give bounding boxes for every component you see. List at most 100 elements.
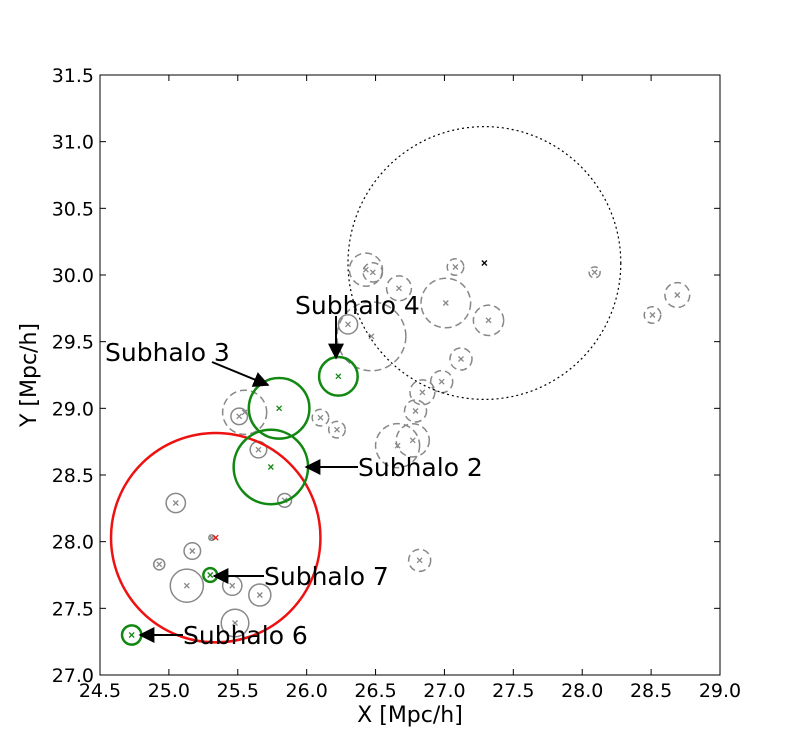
subhalo-dashed-center-marker xyxy=(368,333,375,340)
subhalo-dashed-circle xyxy=(407,548,432,573)
subhalo-dashed-circle xyxy=(420,277,472,329)
subhalo-dashed-circle xyxy=(429,369,454,394)
subhalo-dashed-center-marker xyxy=(369,269,376,276)
subhalo-2-center-marker xyxy=(267,464,274,470)
subhalo-dashed-center-marker xyxy=(438,378,445,385)
subhalo-solid-center-marker xyxy=(255,446,262,453)
subhalo-6-center-marker xyxy=(128,632,135,638)
host-halo-center-marker xyxy=(212,534,219,541)
x-tick-label: 24.5 xyxy=(79,680,121,702)
subhalo-solid-circle xyxy=(220,608,250,638)
y-tick-label: 27.0 xyxy=(52,665,94,687)
subhalo-dashed-center-marker xyxy=(591,269,598,276)
subhalo-7-center-marker xyxy=(207,572,214,578)
y-tick-label: 31.5 xyxy=(52,65,94,87)
y-tick-label: 28.5 xyxy=(52,465,94,487)
y-tick-label: 29.0 xyxy=(52,398,94,420)
subhalo-3-circle xyxy=(247,376,311,440)
subhalo-dashed-center-marker xyxy=(334,426,340,433)
subhalo-solid-center-marker xyxy=(256,592,263,598)
y-axis-label: Y [Mpc/h] xyxy=(17,323,42,428)
plot-frame xyxy=(99,74,721,676)
subhalo-dashed-circle xyxy=(588,266,601,279)
host-halo-circle xyxy=(109,431,322,644)
subhalo-dashed-circle xyxy=(446,257,465,277)
subhalo-4-center-marker xyxy=(335,373,342,380)
subhalo-dashed-circle xyxy=(403,399,428,423)
x-tick-label: 25.5 xyxy=(217,680,259,702)
subhalo-dashed-circle xyxy=(395,423,431,458)
subhalo-7-label: Subhalo 7 xyxy=(264,562,389,591)
subhalo-dashed-center-marker xyxy=(396,285,402,292)
subhalo-dashed-center-marker xyxy=(458,356,464,362)
subhalo-6-label: Subhalo 6 xyxy=(183,621,308,650)
x-tick-label: 25.0 xyxy=(148,680,190,702)
subhalo-dashed-center-marker xyxy=(416,557,423,564)
subhalo-dashed-center-marker xyxy=(412,408,419,414)
subhalo-dashed-circle xyxy=(385,275,413,302)
subhalo-dashed-center-marker xyxy=(419,389,426,396)
x-tick-label: 26.0 xyxy=(286,680,328,702)
subhalo-4-label: Subhalo 4 xyxy=(295,291,420,320)
subhalo-solid-circle xyxy=(230,407,249,426)
subhalo-dashed-center-marker xyxy=(452,264,459,270)
y-tick-label: 29.5 xyxy=(52,332,94,354)
x-tick-label: 28.0 xyxy=(561,680,603,702)
annotations: Subhalo 2 Subhalo 3 Subhalo 4 Subhalo 6 Subh… xyxy=(105,291,483,650)
subhalo-solid-circle xyxy=(248,583,272,607)
subhalo-dashed-circle xyxy=(664,281,691,309)
y-tick-label: 31.0 xyxy=(52,132,94,154)
x-tick-label: 26.5 xyxy=(354,680,396,702)
subhalo-solid-circle xyxy=(208,534,216,542)
subhalo-dashed-circle xyxy=(409,379,436,406)
subhalo-dashed-center-marker xyxy=(485,317,492,324)
subhalo-dashed-circle xyxy=(643,305,662,325)
subhalo-solid-circle xyxy=(183,541,202,561)
y-tick-label: 28.0 xyxy=(52,532,94,554)
subhalo-dashed-circle xyxy=(327,420,346,439)
subhalo-dashed-center-marker xyxy=(442,300,449,306)
subhalo-dashed-center-marker xyxy=(649,312,656,318)
subhalo-solid-center-marker xyxy=(229,582,236,589)
subhalo-dashed-center-marker xyxy=(409,437,416,444)
subhalo-3-label: Subhalo 3 xyxy=(105,338,230,367)
subhalo-2-label: Subhalo 2 xyxy=(358,453,483,482)
subhalo-solid-center-marker xyxy=(156,561,163,568)
y-tick-label: 30.5 xyxy=(52,198,94,220)
x-tick-label: 27.5 xyxy=(492,680,534,702)
subhalo-dashed-center-marker xyxy=(394,442,401,449)
subhalo-solid-circle xyxy=(152,558,166,571)
subhalo-solid-center-marker xyxy=(183,582,190,589)
subhalo-solid-circle xyxy=(337,313,359,335)
y-tick-label: 27.5 xyxy=(52,598,94,620)
y-tick-label: 30.0 xyxy=(52,265,94,287)
subhalo-dashed-circle xyxy=(472,304,505,337)
parent-halo-center-marker xyxy=(481,260,488,266)
subhalo-solid-center-marker xyxy=(345,321,351,328)
subhalo-dashed-circle xyxy=(362,261,384,283)
subhalo-solid-center-marker xyxy=(172,500,179,506)
axis-ticks: 24.5 25.0 25.5 26.0 26.5 27.0 27.5 28.0 28.5 29.0… xyxy=(52,65,741,702)
subhalo-dashed-center-marker xyxy=(674,292,681,298)
subhalo-dashed-circle xyxy=(374,422,421,469)
subhalo-solid-circle xyxy=(169,568,205,603)
subhalo-dashed-circle xyxy=(449,347,473,371)
subhalo-3-center-marker xyxy=(276,405,283,412)
subhalo-solid-circle xyxy=(165,492,187,514)
subhalo-solid-center-marker xyxy=(189,548,196,554)
x-tick-label: 28.5 xyxy=(630,680,672,702)
subhalo-solid-center-marker xyxy=(236,413,243,420)
x-axis-label: X [Mpc/h] xyxy=(357,703,463,728)
subhalo-dashed-circle xyxy=(221,389,268,436)
subhalo-solid-center-marker xyxy=(232,620,238,626)
subhalo-3-arrow xyxy=(211,361,270,387)
parent-halo-circle xyxy=(347,126,622,400)
subhalo-dashed-circle xyxy=(336,301,407,372)
subhalo-dashed-circle xyxy=(311,408,330,427)
x-tick-label: 29.0 xyxy=(699,680,741,702)
x-tick-label: 27.0 xyxy=(423,680,465,702)
subhalo-dashed-center-marker xyxy=(317,414,324,421)
plot-area xyxy=(109,126,691,646)
